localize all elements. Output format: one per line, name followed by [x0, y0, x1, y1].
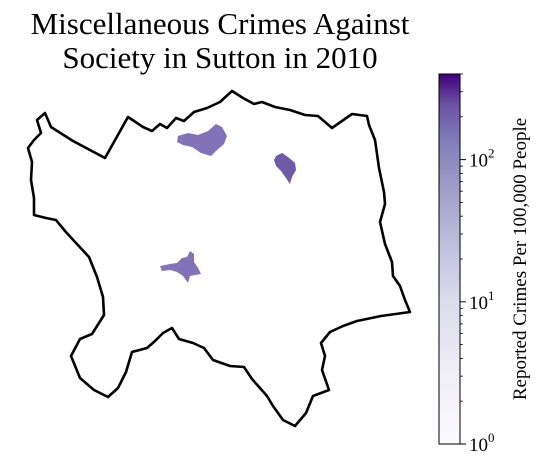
crime-patch-north-central	[177, 124, 227, 156]
colorbar-ticks: 100 101 102	[460, 73, 495, 456]
borough-outline	[26, 89, 412, 428]
colorbar-tick-label: 102	[469, 146, 495, 172]
colorbar-gradient	[438, 73, 461, 445]
colorbar-label: Reported Crimes Per 100,000 People	[510, 118, 531, 400]
map-title-line-2: Society in Sutton in 2010	[62, 40, 377, 75]
colorbar: 100 101 102 Reported Crimes Per 100,000 Pe…	[438, 73, 531, 456]
crime-patch-south-west	[160, 251, 201, 283]
map-title-line-1: Miscellaneous Crimes Against	[31, 6, 410, 41]
crime-patch-north-east	[274, 153, 296, 184]
colorbar-tick-label: 101	[469, 288, 495, 314]
colorbar-tick-label: 100	[469, 430, 495, 456]
